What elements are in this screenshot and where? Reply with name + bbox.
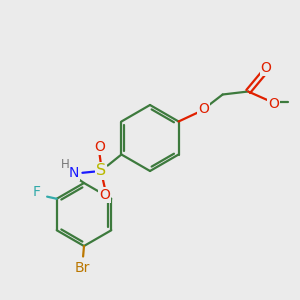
- Text: S: S: [96, 164, 106, 178]
- Text: H: H: [61, 158, 69, 172]
- Text: F: F: [33, 185, 41, 199]
- Text: O: O: [99, 188, 110, 202]
- Text: O: O: [268, 97, 279, 111]
- Text: N: N: [69, 166, 79, 180]
- Text: O: O: [198, 102, 209, 116]
- Text: O: O: [94, 140, 105, 154]
- Text: Br: Br: [75, 262, 90, 275]
- Text: O: O: [261, 61, 272, 75]
